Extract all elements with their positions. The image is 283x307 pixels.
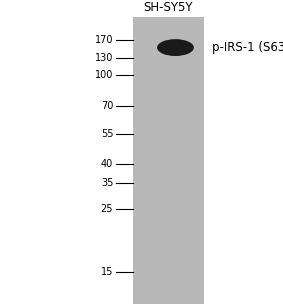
Text: 40: 40	[101, 159, 113, 169]
Text: 100: 100	[95, 70, 113, 80]
Text: 130: 130	[95, 53, 113, 63]
Text: 70: 70	[101, 101, 113, 111]
Text: 170: 170	[95, 35, 113, 45]
Text: 35: 35	[101, 178, 113, 188]
Bar	[133, 17, 204, 304]
Text: p-IRS-1 (S636): p-IRS-1 (S636)	[212, 41, 283, 54]
Text: 15: 15	[101, 267, 113, 277]
Ellipse shape	[157, 39, 194, 56]
Text: 25: 25	[101, 204, 113, 214]
Text: 55: 55	[101, 129, 113, 138]
Text: SH-SY5Y: SH-SY5Y	[144, 1, 193, 14]
